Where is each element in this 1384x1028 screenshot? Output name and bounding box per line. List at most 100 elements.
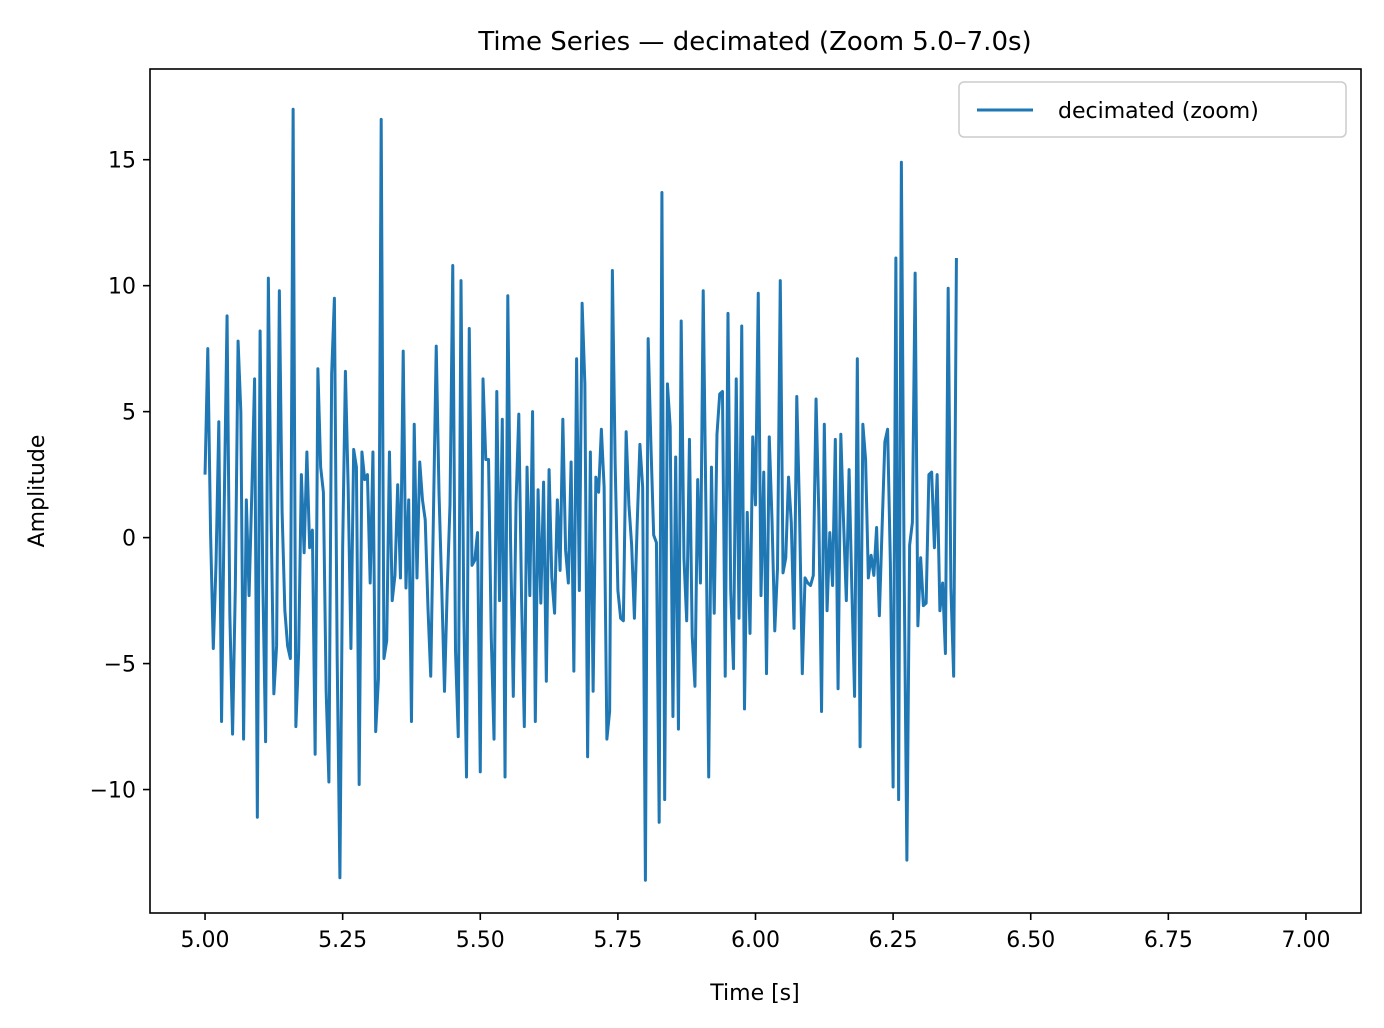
data-point [693, 685, 696, 688]
data-point [391, 599, 394, 602]
data-point [259, 330, 262, 333]
data-point [564, 549, 567, 552]
data-point [501, 418, 504, 421]
data-point [608, 710, 611, 713]
data-point [286, 644, 289, 647]
data-point [454, 649, 457, 652]
data-point [341, 546, 344, 549]
data-point [682, 556, 685, 559]
y-tick-label: −10 [90, 779, 136, 804]
data-point [542, 481, 545, 484]
x-tick-label: 6.50 [1006, 928, 1055, 953]
data-point [589, 450, 592, 453]
data-point [765, 672, 768, 675]
data-point [861, 423, 864, 426]
data-point [360, 450, 363, 453]
data-point [726, 312, 729, 315]
data-point [432, 511, 435, 514]
y-tick-label: 5 [122, 401, 136, 426]
data-point [751, 435, 754, 438]
data-point [905, 859, 908, 862]
data-point [916, 624, 919, 627]
data-point [641, 486, 644, 489]
data-point [498, 599, 501, 602]
data-point [762, 471, 765, 474]
data-point [680, 319, 683, 322]
data-point [226, 314, 229, 317]
data-point [804, 576, 807, 579]
data-point [872, 574, 875, 577]
x-tick-label: 5.00 [181, 928, 230, 953]
x-axis-ticks: 5.00 5.25 5.50 5.75 6.00 6.25 6.50 6.75 7.00 [181, 913, 1330, 953]
data-point [539, 602, 542, 605]
data-point [327, 780, 330, 783]
data-point [292, 108, 295, 111]
data-point [597, 491, 600, 494]
data-point [809, 584, 812, 587]
data-point [870, 554, 873, 557]
data-point [418, 461, 421, 464]
data-point [550, 576, 553, 579]
data-point [482, 377, 485, 380]
legend: decimated (zoom) [958, 81, 1347, 138]
data-point [658, 821, 661, 824]
data-point [204, 473, 207, 476]
data-point [834, 438, 837, 441]
data-point [314, 753, 317, 756]
data-point [790, 521, 793, 524]
data-point [468, 327, 471, 330]
data-point [625, 430, 628, 433]
data-point [239, 410, 242, 413]
data-point [592, 690, 595, 693]
data-point [267, 277, 270, 280]
data-point [586, 755, 589, 758]
data-point [671, 715, 674, 718]
data-point [429, 675, 432, 678]
data-point [526, 466, 529, 469]
data-point [732, 667, 735, 670]
data-point [938, 609, 941, 612]
data-point [724, 675, 727, 678]
data-point [826, 609, 829, 612]
data-point [859, 745, 862, 748]
y-tick-label: −5 [104, 653, 136, 678]
data-point [275, 644, 278, 647]
data-point [886, 428, 889, 431]
data-point [311, 529, 314, 532]
data-point [878, 614, 881, 617]
data-point [636, 524, 639, 527]
data-point [382, 657, 385, 660]
data-point [388, 450, 391, 453]
data-point [517, 413, 520, 416]
data-point [377, 677, 380, 680]
data-point [371, 450, 374, 453]
data-point [443, 690, 446, 693]
data-point [523, 725, 526, 728]
data-point [440, 587, 443, 590]
data-point [344, 370, 347, 373]
data-point [583, 382, 586, 385]
data-point [616, 589, 619, 592]
data-point [927, 473, 930, 476]
data-point [619, 617, 622, 620]
data-point [325, 690, 328, 693]
data-point [864, 458, 867, 461]
data-point [393, 574, 396, 577]
data-point [627, 503, 630, 506]
data-point [696, 478, 699, 481]
data-point [322, 491, 325, 494]
data-point [567, 581, 570, 584]
data-point [622, 619, 625, 622]
data-point [903, 566, 906, 569]
data-point [537, 488, 540, 491]
data-point [743, 707, 746, 710]
data-point [270, 516, 273, 519]
data-point [234, 587, 237, 590]
data-point [647, 337, 650, 340]
data-point [908, 544, 911, 547]
data-point [848, 468, 851, 471]
data-point [561, 418, 564, 421]
data-point [699, 581, 702, 584]
data-point [231, 733, 234, 736]
data-point [817, 511, 820, 514]
